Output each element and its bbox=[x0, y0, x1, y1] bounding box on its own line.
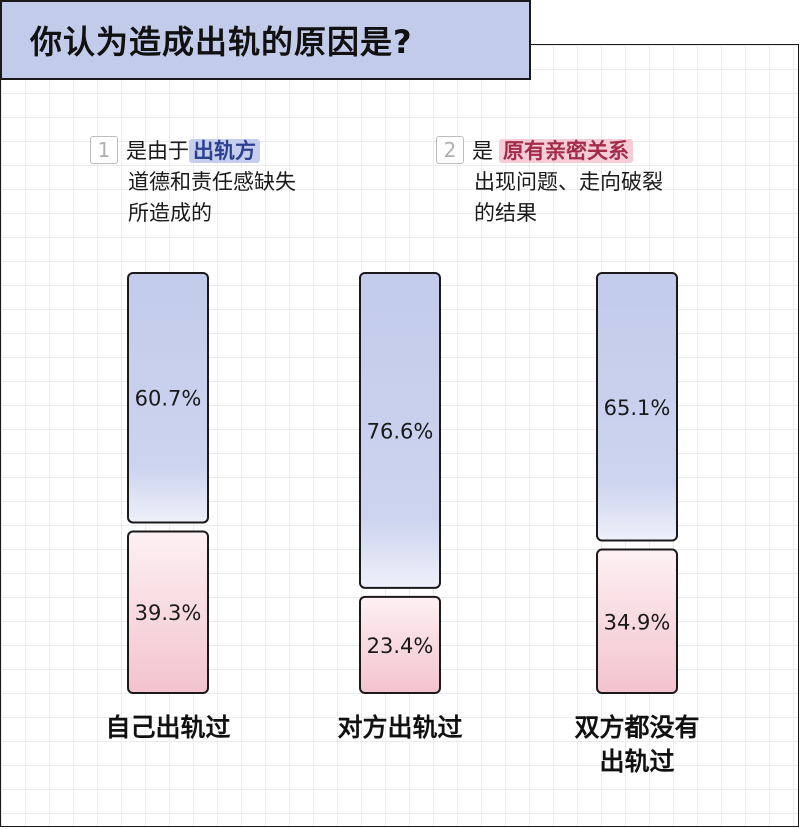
page-title: 你认为造成出轨的原因是? bbox=[30, 23, 413, 61]
reason-1-prefix: 是由于 bbox=[126, 139, 189, 163]
title-box: 你认为造成出轨的原因是? bbox=[0, 0, 531, 80]
bar-reason1-1 bbox=[127, 272, 209, 524]
reason-2-line3: 的结果 bbox=[474, 201, 537, 225]
category-label-3: 双方都没有 出轨过 bbox=[527, 711, 747, 779]
data-label-reason1-2: 76.6% bbox=[367, 419, 434, 443]
data-label-reason1-1: 60.7% bbox=[135, 387, 202, 411]
reason-1-line3: 所造成的 bbox=[128, 201, 212, 225]
category-label-2: 对方出轨过 bbox=[290, 711, 510, 745]
bar-reason1-2 bbox=[359, 272, 441, 589]
reason-2-legend: 2 是原有亲密关系 出现问题、走向破裂 的结果 bbox=[436, 136, 663, 229]
reason-2-highlight: 原有亲密关系 bbox=[499, 139, 633, 163]
category-label-line: 对方出轨过 bbox=[337, 713, 463, 742]
bar-reason2-3 bbox=[596, 548, 678, 694]
data-label-reason2-3: 34.9% bbox=[604, 610, 671, 634]
category-label-line: 出轨过 bbox=[599, 747, 675, 776]
bar-reason2-1 bbox=[127, 530, 209, 694]
reason-1-highlight: 出轨方 bbox=[189, 139, 260, 163]
bar-reason2-2 bbox=[359, 595, 441, 694]
data-label-reason2-2: 23.4% bbox=[367, 634, 434, 658]
data-label-reason1-3: 65.1% bbox=[604, 396, 671, 420]
reason-2-line2: 出现问题、走向破裂 bbox=[474, 170, 663, 194]
reason-2-prefix: 是 bbox=[472, 139, 493, 163]
reason-1-legend: 1 是由于 出轨方 道德和责任感缺失 所造成的 bbox=[90, 136, 296, 229]
reason-1-number: 1 bbox=[90, 136, 118, 164]
category-label-line: 自己出轨过 bbox=[105, 713, 231, 742]
reason-1-line2: 道德和责任感缺失 bbox=[128, 170, 296, 194]
category-label-line: 双方都没有 bbox=[574, 713, 700, 742]
bar-reason1-3 bbox=[596, 272, 678, 542]
data-label-reason2-1: 39.3% bbox=[135, 601, 202, 625]
reason-2-number: 2 bbox=[436, 136, 464, 164]
category-label-1: 自己出轨过 bbox=[58, 711, 278, 745]
